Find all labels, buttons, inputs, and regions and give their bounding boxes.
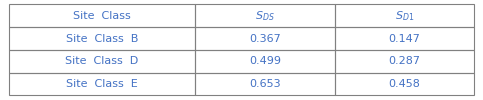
Text: 0.499: 0.499 bbox=[249, 56, 281, 66]
Text: $S_{D1}$: $S_{D1}$ bbox=[395, 9, 414, 23]
Bar bbox=[9, 50, 195, 73]
Bar bbox=[9, 73, 195, 96]
Bar bbox=[335, 73, 474, 96]
Text: 0.458: 0.458 bbox=[388, 79, 420, 89]
Text: 0.287: 0.287 bbox=[388, 56, 421, 66]
Text: $S_{DS}$: $S_{DS}$ bbox=[255, 9, 275, 23]
Bar bbox=[335, 27, 474, 50]
Bar bbox=[195, 50, 335, 73]
Bar bbox=[9, 4, 195, 27]
Bar bbox=[9, 27, 195, 50]
Text: 0.653: 0.653 bbox=[249, 79, 281, 89]
Bar bbox=[195, 27, 335, 50]
Text: Site  Class: Site Class bbox=[73, 11, 131, 21]
Bar bbox=[195, 73, 335, 96]
Text: 0.367: 0.367 bbox=[249, 34, 281, 44]
Bar bbox=[195, 4, 335, 27]
Bar bbox=[335, 4, 474, 27]
Text: Site  Class  B: Site Class B bbox=[66, 34, 138, 44]
Bar bbox=[335, 50, 474, 73]
Text: Site  Class  E: Site Class E bbox=[66, 79, 138, 89]
Text: Site  Class  D: Site Class D bbox=[65, 56, 139, 66]
Text: 0.147: 0.147 bbox=[388, 34, 420, 44]
